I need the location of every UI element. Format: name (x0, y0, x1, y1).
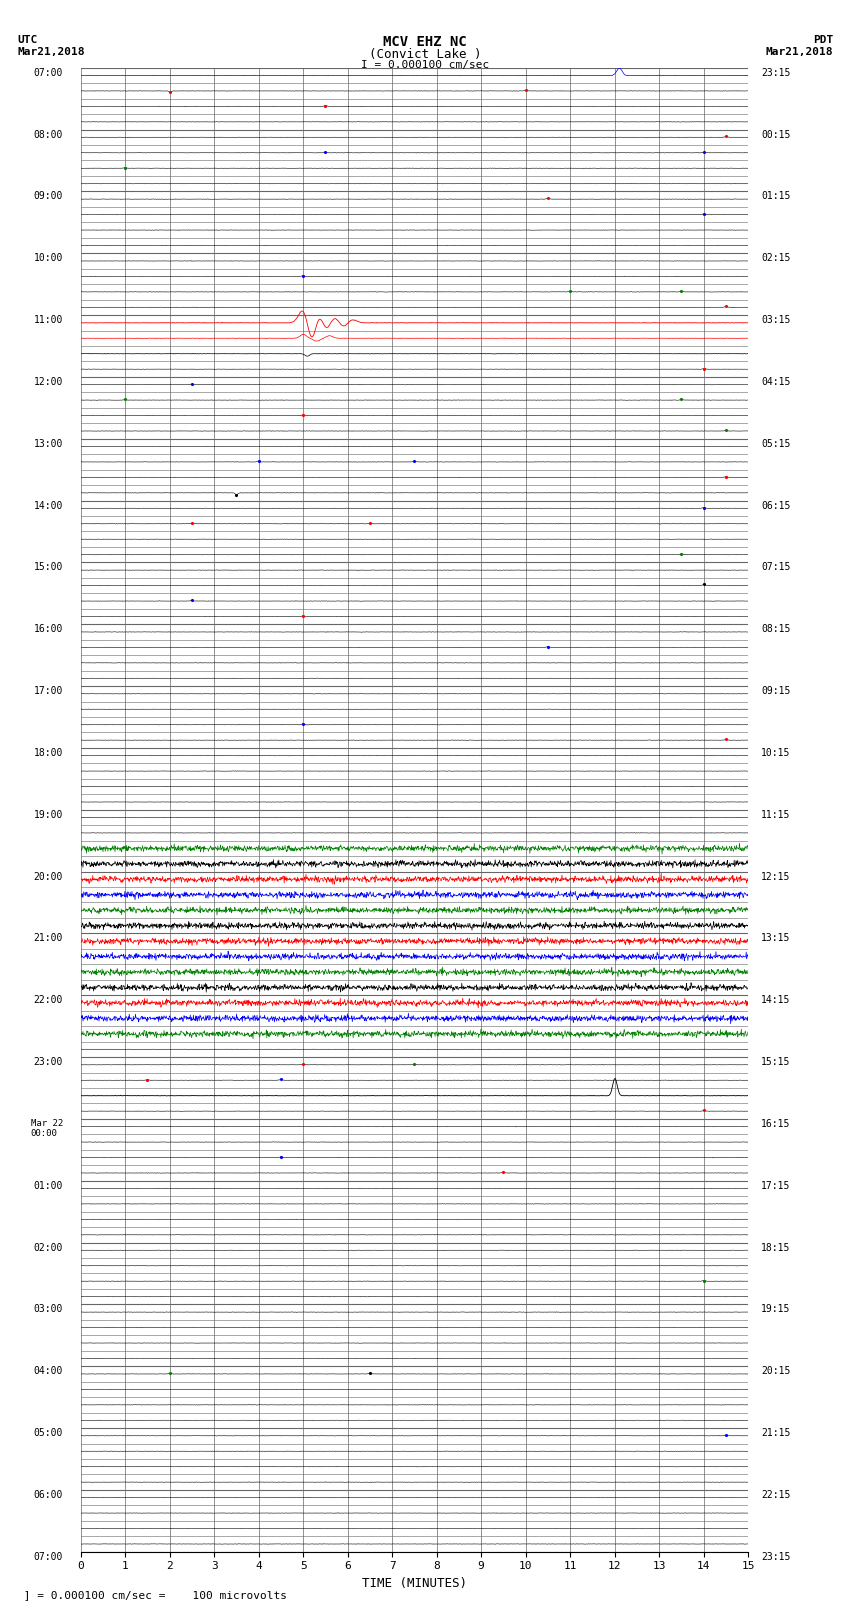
Text: 20:15: 20:15 (762, 1366, 790, 1376)
Text: 21:15: 21:15 (762, 1428, 790, 1439)
Text: 04:00: 04:00 (34, 1366, 63, 1376)
Text: 05:15: 05:15 (762, 439, 790, 448)
Text: 09:00: 09:00 (34, 192, 63, 202)
Text: PDT
Mar21,2018: PDT Mar21,2018 (766, 35, 833, 56)
Text: 12:15: 12:15 (762, 871, 790, 882)
Text: 20:00: 20:00 (34, 871, 63, 882)
Text: 03:00: 03:00 (34, 1305, 63, 1315)
Text: 15:15: 15:15 (762, 1057, 790, 1068)
Text: 08:00: 08:00 (34, 129, 63, 140)
Text: 07:00: 07:00 (34, 1552, 63, 1561)
Text: 11:15: 11:15 (762, 810, 790, 819)
Text: 18:00: 18:00 (34, 748, 63, 758)
Text: 15:00: 15:00 (34, 563, 63, 573)
Text: 14:00: 14:00 (34, 500, 63, 511)
Text: 13:00: 13:00 (34, 439, 63, 448)
Text: 14:15: 14:15 (762, 995, 790, 1005)
X-axis label: TIME (MINUTES): TIME (MINUTES) (362, 1578, 467, 1590)
Text: Mar 22
00:00: Mar 22 00:00 (31, 1119, 63, 1139)
Text: ] = 0.000100 cm/sec =    100 microvolts: ] = 0.000100 cm/sec = 100 microvolts (17, 1590, 287, 1600)
Text: 22:00: 22:00 (34, 995, 63, 1005)
Text: 07:00: 07:00 (34, 68, 63, 77)
Text: 06:00: 06:00 (34, 1490, 63, 1500)
Text: 01:00: 01:00 (34, 1181, 63, 1190)
Text: 22:15: 22:15 (762, 1490, 790, 1500)
Text: 18:15: 18:15 (762, 1242, 790, 1253)
Text: 17:00: 17:00 (34, 686, 63, 697)
Text: 17:15: 17:15 (762, 1181, 790, 1190)
Text: UTC
Mar21,2018: UTC Mar21,2018 (17, 35, 84, 56)
Text: 02:15: 02:15 (762, 253, 790, 263)
Text: 06:15: 06:15 (762, 500, 790, 511)
Text: 05:00: 05:00 (34, 1428, 63, 1439)
Text: (Convict Lake ): (Convict Lake ) (369, 48, 481, 61)
Text: 10:15: 10:15 (762, 748, 790, 758)
Text: 19:00: 19:00 (34, 810, 63, 819)
Text: 04:15: 04:15 (762, 377, 790, 387)
Text: 11:00: 11:00 (34, 315, 63, 326)
Text: 07:15: 07:15 (762, 563, 790, 573)
Text: 13:15: 13:15 (762, 934, 790, 944)
Text: 01:15: 01:15 (762, 192, 790, 202)
Text: MCV EHZ NC: MCV EHZ NC (383, 35, 467, 50)
Text: 19:15: 19:15 (762, 1305, 790, 1315)
Text: 21:00: 21:00 (34, 934, 63, 944)
Text: 16:00: 16:00 (34, 624, 63, 634)
Text: 03:15: 03:15 (762, 315, 790, 326)
Text: I = 0.000100 cm/sec: I = 0.000100 cm/sec (361, 60, 489, 69)
Text: 23:00: 23:00 (34, 1057, 63, 1068)
Text: 12:00: 12:00 (34, 377, 63, 387)
Text: 16:15: 16:15 (762, 1119, 790, 1129)
Text: 10:00: 10:00 (34, 253, 63, 263)
Text: 02:00: 02:00 (34, 1242, 63, 1253)
Text: 23:15: 23:15 (762, 68, 790, 77)
Text: 00:15: 00:15 (762, 129, 790, 140)
Text: 09:15: 09:15 (762, 686, 790, 697)
Text: 23:15: 23:15 (762, 1552, 790, 1561)
Text: 08:15: 08:15 (762, 624, 790, 634)
